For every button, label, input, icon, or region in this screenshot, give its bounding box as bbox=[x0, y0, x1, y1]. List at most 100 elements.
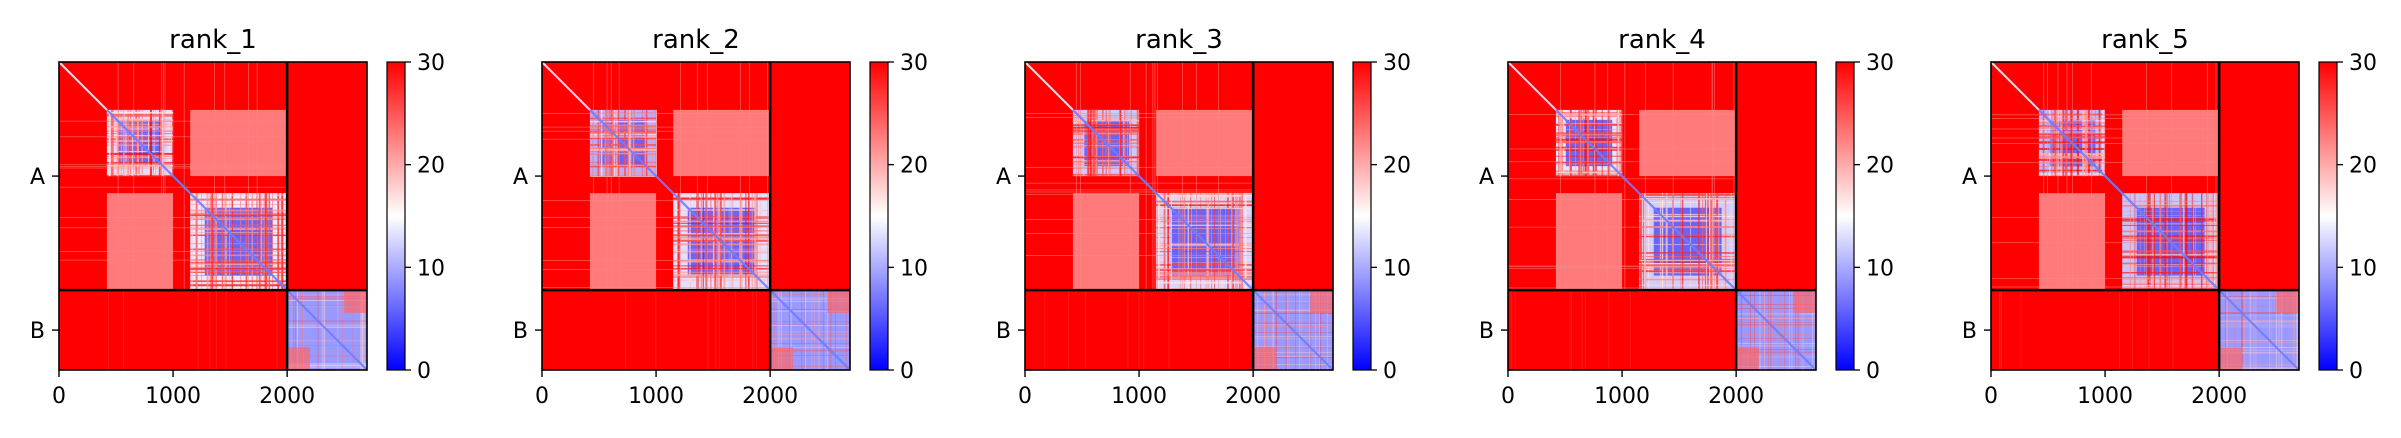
contact-stripe bbox=[1299, 290, 1300, 370]
contact-stripe bbox=[1089, 109, 1092, 177]
contact-stripe bbox=[589, 172, 657, 174]
contact-stripe bbox=[2219, 352, 2299, 354]
contact-stripe bbox=[2122, 224, 2220, 226]
contact-stripe bbox=[106, 121, 174, 123]
contact-stripe bbox=[158, 109, 161, 177]
contact-stripe bbox=[2219, 312, 2299, 314]
contact-stripe bbox=[770, 325, 850, 326]
colorbar-tick-label: 30 bbox=[1866, 51, 1894, 76]
contact-stripe bbox=[190, 263, 288, 266]
contact-stripe bbox=[1231, 193, 1234, 291]
contact-stripe bbox=[362, 290, 364, 370]
inter-chain-stripe bbox=[2119, 290, 2120, 370]
contact-stripe bbox=[246, 193, 248, 291]
contact-stripe bbox=[106, 163, 174, 164]
contact-stripe bbox=[2072, 62, 2073, 291]
contact-stripe bbox=[2147, 193, 2150, 291]
contact-stripe bbox=[1736, 324, 1816, 326]
contact-stripe bbox=[1275, 290, 1277, 370]
contact-stripe bbox=[148, 109, 150, 177]
contact-stripe bbox=[2122, 210, 2220, 212]
chain-b-corner bbox=[1310, 290, 1333, 313]
contact-stripe bbox=[1762, 290, 1764, 370]
contact-stripe bbox=[256, 62, 258, 291]
chain-b-corner bbox=[1736, 347, 1759, 370]
contact-stripe bbox=[1555, 134, 1623, 137]
contact-stripe bbox=[195, 193, 198, 291]
contact-stripe bbox=[767, 62, 769, 291]
contact-stripe bbox=[123, 109, 125, 177]
contact-stripe bbox=[264, 193, 267, 291]
contact-stripe bbox=[1152, 62, 1154, 291]
x-tick-label: 1000 bbox=[1594, 384, 1650, 409]
contact-stripe bbox=[1187, 193, 1189, 291]
inter-chain-stripe bbox=[756, 290, 758, 370]
contact-stripe bbox=[59, 166, 288, 167]
contact-stripe bbox=[589, 152, 657, 155]
contact-stripe bbox=[1711, 62, 1713, 291]
contact-stripe bbox=[818, 290, 820, 370]
contact-stripe bbox=[2122, 272, 2220, 274]
x-tick-label: 1000 bbox=[1111, 384, 1167, 409]
contact-stripe bbox=[1156, 257, 1254, 258]
contact-stripe bbox=[287, 298, 367, 300]
contact-stripe bbox=[770, 349, 850, 350]
contact-stripe bbox=[1991, 217, 2220, 218]
contact-stripe bbox=[1072, 130, 1140, 132]
contact-stripe bbox=[245, 193, 247, 291]
contact-stripe bbox=[59, 136, 288, 138]
colorbar-tick-label: 30 bbox=[2349, 51, 2377, 76]
contact-stripe bbox=[542, 113, 771, 114]
contact-stripe bbox=[589, 117, 657, 119]
contact-stripe bbox=[610, 62, 612, 291]
inter-chain-stripe bbox=[209, 290, 211, 370]
contact-stripe bbox=[106, 144, 174, 146]
panel-title: rank_1 bbox=[169, 25, 257, 55]
contact-stripe bbox=[1207, 193, 1210, 291]
diagonal bbox=[1024, 61, 1334, 371]
contact-stripe bbox=[106, 138, 174, 140]
inter-chain-stripe bbox=[735, 290, 737, 370]
contact-stripe bbox=[1025, 117, 1254, 118]
contact-stripe bbox=[2276, 290, 2277, 370]
colorbar-tick-label: 10 bbox=[2349, 256, 2377, 281]
contact-stripe bbox=[2219, 305, 2299, 307]
contact-stripe bbox=[2206, 62, 2208, 291]
heatmap bbox=[1024, 61, 1334, 371]
contact-stripe bbox=[1736, 343, 1816, 344]
contact-stripe bbox=[2219, 298, 2299, 300]
contact-stripe bbox=[1508, 161, 1737, 163]
contact-stripe bbox=[1508, 148, 1737, 150]
contact-stripe bbox=[59, 227, 288, 229]
contact-stripe bbox=[597, 109, 598, 177]
contact-stripe bbox=[287, 305, 367, 307]
diagonal-tail bbox=[1024, 61, 1074, 111]
contact-stripe bbox=[2296, 290, 2298, 370]
contact-stripe bbox=[1991, 143, 2220, 144]
contact-stripe bbox=[589, 136, 657, 138]
contact-stripe bbox=[190, 194, 288, 196]
contact-stripe bbox=[2051, 109, 2053, 177]
contact-stripe bbox=[1145, 62, 1147, 291]
contact-stripe bbox=[1200, 193, 1202, 291]
contact-stripe bbox=[2122, 255, 2220, 257]
chain-b-corner bbox=[1793, 290, 1816, 313]
contact-stripe bbox=[296, 290, 298, 370]
colorbar-tick-label: 0 bbox=[417, 359, 431, 384]
contact-stripe bbox=[2122, 230, 2220, 233]
contact-stripe bbox=[589, 128, 657, 129]
inter-chain-stripe bbox=[1143, 290, 1145, 370]
contact-stripe bbox=[618, 62, 620, 291]
contact-stripe bbox=[2219, 321, 2299, 323]
contact-stripe bbox=[824, 290, 826, 370]
contact-stripe bbox=[131, 109, 134, 177]
contact-stripe bbox=[1736, 334, 1816, 335]
contact-stripe bbox=[287, 305, 367, 306]
inter-domain bbox=[2122, 109, 2220, 177]
inter-domain bbox=[1072, 193, 1140, 291]
contact-stripe bbox=[1601, 109, 1603, 177]
contact-stripe bbox=[652, 109, 654, 177]
contact-stripe bbox=[133, 62, 135, 291]
contact-stripe bbox=[1156, 215, 1254, 217]
contact-stripe bbox=[1639, 194, 1737, 196]
